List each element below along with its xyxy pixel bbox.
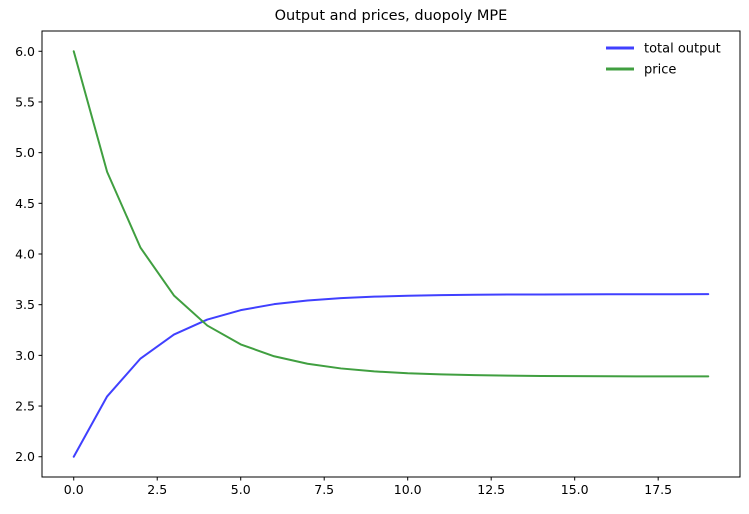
x-tick-label: 2.5 xyxy=(147,482,167,497)
x-tick-label: 7.5 xyxy=(314,482,334,497)
x-tick-label: 10.0 xyxy=(394,482,422,497)
plot-area xyxy=(42,31,740,477)
x-tick-label: 12.5 xyxy=(477,482,505,497)
y-tick-label: 4.0 xyxy=(15,247,35,262)
series-line-price xyxy=(72,50,710,378)
x-tick-label: 17.5 xyxy=(644,482,672,497)
axes: 0.0 2.5 5.0 7.5 10.0 12.5 15.0 17.5 2.0 2.5 3.0 3.5… xyxy=(15,30,741,497)
chart-title: Output and prices, duopoly MPE xyxy=(275,8,508,24)
legend-label-total-output: total output xyxy=(644,42,721,57)
y-tick-label: 6.0 xyxy=(15,44,35,59)
legend: total output price xyxy=(606,42,721,78)
legend-label-price: price xyxy=(644,63,676,78)
series-lines xyxy=(72,50,710,458)
y-tick-label: 3.0 xyxy=(15,348,35,363)
series-line-total-output xyxy=(72,293,710,458)
y-tick-label: 5.0 xyxy=(15,145,35,160)
y-tick-label: 2.0 xyxy=(15,449,35,464)
x-tick-label: 5.0 xyxy=(231,482,251,497)
y-tick-label: 4.5 xyxy=(15,196,35,211)
x-tick-label: 15.0 xyxy=(561,482,589,497)
y-tick-label: 3.5 xyxy=(15,297,35,312)
y-tick-label: 2.5 xyxy=(15,399,35,414)
x-tick-label: 0.0 xyxy=(64,482,84,497)
y-tick-label: 5.5 xyxy=(15,94,35,109)
